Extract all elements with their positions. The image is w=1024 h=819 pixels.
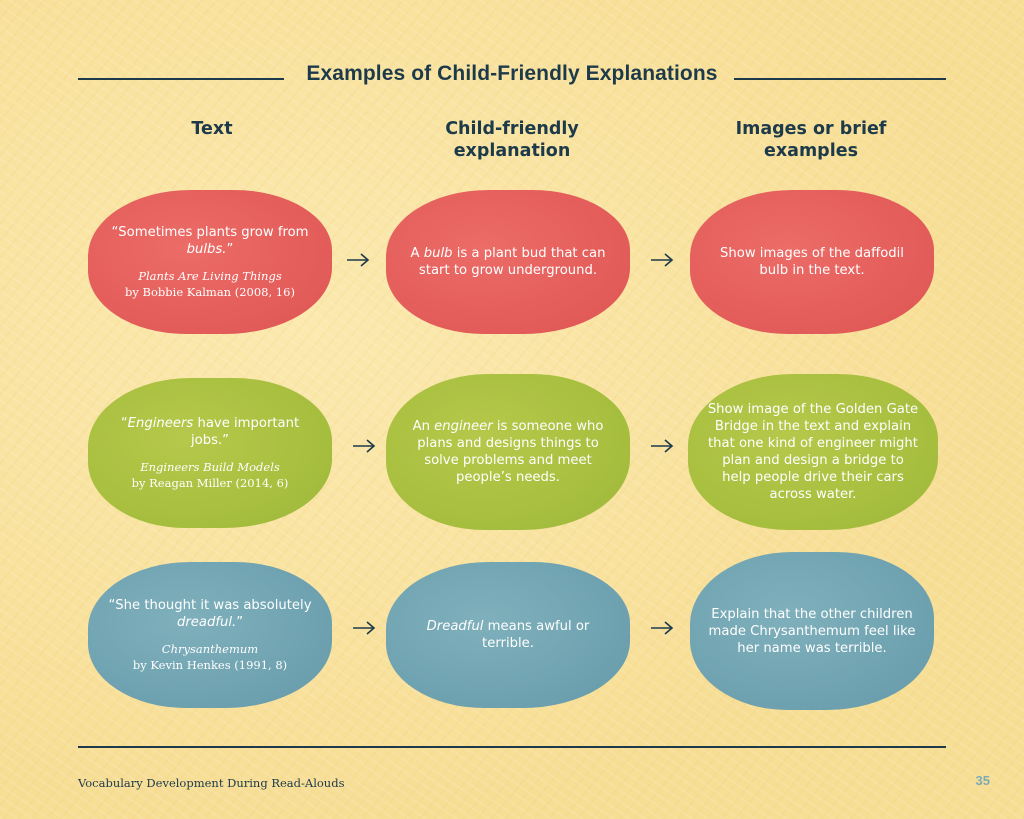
right-arrow-icon bbox=[650, 618, 674, 638]
explanation-post: is someone who plans and designs things … bbox=[417, 419, 604, 485]
explanation-emphasis: bulb bbox=[423, 246, 453, 261]
right-arrow-icon bbox=[352, 618, 376, 638]
quote: “Sometimes plants grow from bulbs.” bbox=[106, 224, 314, 258]
quote-post: ” bbox=[236, 615, 244, 630]
quote-pre: “She thought it was absolutely bbox=[108, 598, 312, 613]
book-author: by Kevin Henkes (1991, 8) bbox=[132, 658, 288, 672]
explanation: An engineer is someone who plans and des… bbox=[404, 418, 612, 486]
right-arrow-icon bbox=[346, 250, 370, 270]
explanation-post: is a plant bud that can start to grow un… bbox=[418, 246, 606, 278]
explanation-emphasis: Dreadful bbox=[426, 619, 484, 634]
quote-emphasis: Engineers bbox=[127, 416, 194, 431]
explanation-blob-row2: An engineer is someone who plans and des… bbox=[386, 374, 630, 530]
explanation-blob-row3: Dreadful means awful or terrible. bbox=[386, 562, 630, 708]
explanation: Dreadful means awful or terrible. bbox=[404, 618, 612, 652]
explanation-emphasis: engineer bbox=[434, 419, 493, 434]
quote-pre: “Sometimes plants grow from bbox=[111, 225, 309, 240]
column-heading-examples: Images or brief examples bbox=[701, 118, 921, 162]
column-heading-text: Text bbox=[191, 119, 233, 139]
page-title: Examples of Child-Friendly Explanations bbox=[306, 62, 718, 85]
text-blob-row3: “She thought it was absolutely dreadful.… bbox=[88, 562, 332, 708]
explanation-blob-row1: A bulb is a plant bud that can start to … bbox=[386, 190, 630, 334]
book-title: Plants Are Living Things bbox=[138, 269, 282, 283]
text-blob-row1: “Sometimes plants grow from bulbs.” Plan… bbox=[88, 190, 332, 334]
quote-pre: “ bbox=[120, 416, 128, 431]
page-number: 35 bbox=[975, 773, 990, 788]
quote: “Engineers have important jobs.” bbox=[106, 415, 314, 449]
right-arrow-icon bbox=[352, 436, 376, 456]
title-rule-left bbox=[78, 78, 284, 80]
column-heading-explanation-label: Child-friendly explanation bbox=[445, 119, 579, 161]
title-row: Examples of Child-Friendly Explanations bbox=[78, 62, 946, 96]
quote-emphasis: dreadful. bbox=[176, 615, 237, 630]
book-author: by Bobbie Kalman (2008, 16) bbox=[125, 285, 295, 299]
column-heading-examples-label: Images or brief examples bbox=[735, 119, 887, 161]
title-rule-right bbox=[734, 78, 946, 80]
column-heading-explanation: Child-friendly explanation bbox=[402, 118, 622, 162]
explanation: A bulb is a plant bud that can start to … bbox=[404, 245, 612, 279]
quote-post: have important jobs.” bbox=[191, 416, 300, 448]
example: Show images of the daffodil bulb in the … bbox=[720, 246, 904, 278]
quote: “She thought it was absolutely dreadful.… bbox=[106, 597, 314, 631]
quote-post: ” bbox=[226, 242, 234, 257]
quote-emphasis: bulbs. bbox=[186, 242, 227, 257]
book-title: Engineers Build Models bbox=[140, 460, 280, 474]
explanation-pre: A bbox=[410, 246, 424, 261]
book-author: by Reagan Miller (2014, 6) bbox=[131, 476, 289, 490]
explanation-pre: An bbox=[412, 419, 435, 434]
text-blob-row2: “Engineers have important jobs.” Enginee… bbox=[88, 378, 332, 528]
right-arrow-icon bbox=[650, 436, 674, 456]
right-arrow-icon bbox=[650, 250, 674, 270]
example-blob-row1: Show images of the daffodil bulb in the … bbox=[690, 190, 934, 334]
explanation-post: means awful or terrible. bbox=[482, 619, 590, 651]
example: Show image of the Golden Gate Bridge in … bbox=[707, 402, 919, 502]
example-blob-row2: Show image of the Golden Gate Bridge in … bbox=[688, 374, 938, 530]
example: Explain that the other children made Chr… bbox=[708, 606, 916, 656]
footer-running-title: Vocabulary Development During Read-Aloud… bbox=[78, 776, 345, 790]
example-blob-row3: Explain that the other children made Chr… bbox=[690, 552, 934, 710]
footer-rule bbox=[78, 746, 946, 748]
book-title: Chrysanthemum bbox=[161, 642, 259, 656]
